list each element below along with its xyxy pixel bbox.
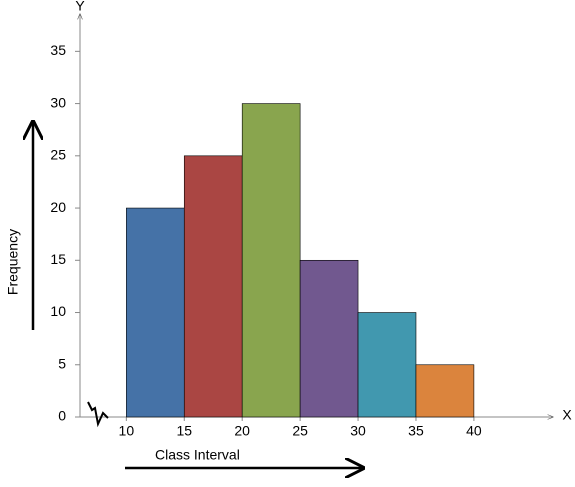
bar xyxy=(183,155,243,418)
x-tick-label: 25 xyxy=(292,423,308,439)
x-tick-label: 35 xyxy=(408,423,424,439)
x-tick-label: 40 xyxy=(466,423,482,439)
y-tick-label: 10 xyxy=(50,303,66,319)
x-tick-label: 10 xyxy=(119,423,135,439)
y-axis-label: Frequency xyxy=(5,229,21,295)
y-tick-label: 35 xyxy=(50,42,66,58)
bar xyxy=(126,207,185,418)
bar xyxy=(299,259,359,418)
x-tick-label: 20 xyxy=(234,423,250,439)
y-tick-label: 5 xyxy=(58,355,66,371)
x-tick-label: 30 xyxy=(350,423,366,439)
y-tick-label: 20 xyxy=(50,199,66,215)
bar xyxy=(415,364,475,418)
y-tick-label: 15 xyxy=(50,251,66,267)
bar xyxy=(357,312,417,418)
x-axis-label: Class Interval xyxy=(155,447,240,463)
y-axis-letter: Y xyxy=(75,0,85,14)
axis-break xyxy=(87,401,109,428)
x-tick-label: 15 xyxy=(176,423,192,439)
y-tick-label: 30 xyxy=(50,94,66,110)
y-tick-label: 25 xyxy=(50,147,66,163)
x-axis-letter: X xyxy=(562,407,572,423)
bar xyxy=(241,103,301,418)
y-tick-label: 0 xyxy=(58,408,66,424)
